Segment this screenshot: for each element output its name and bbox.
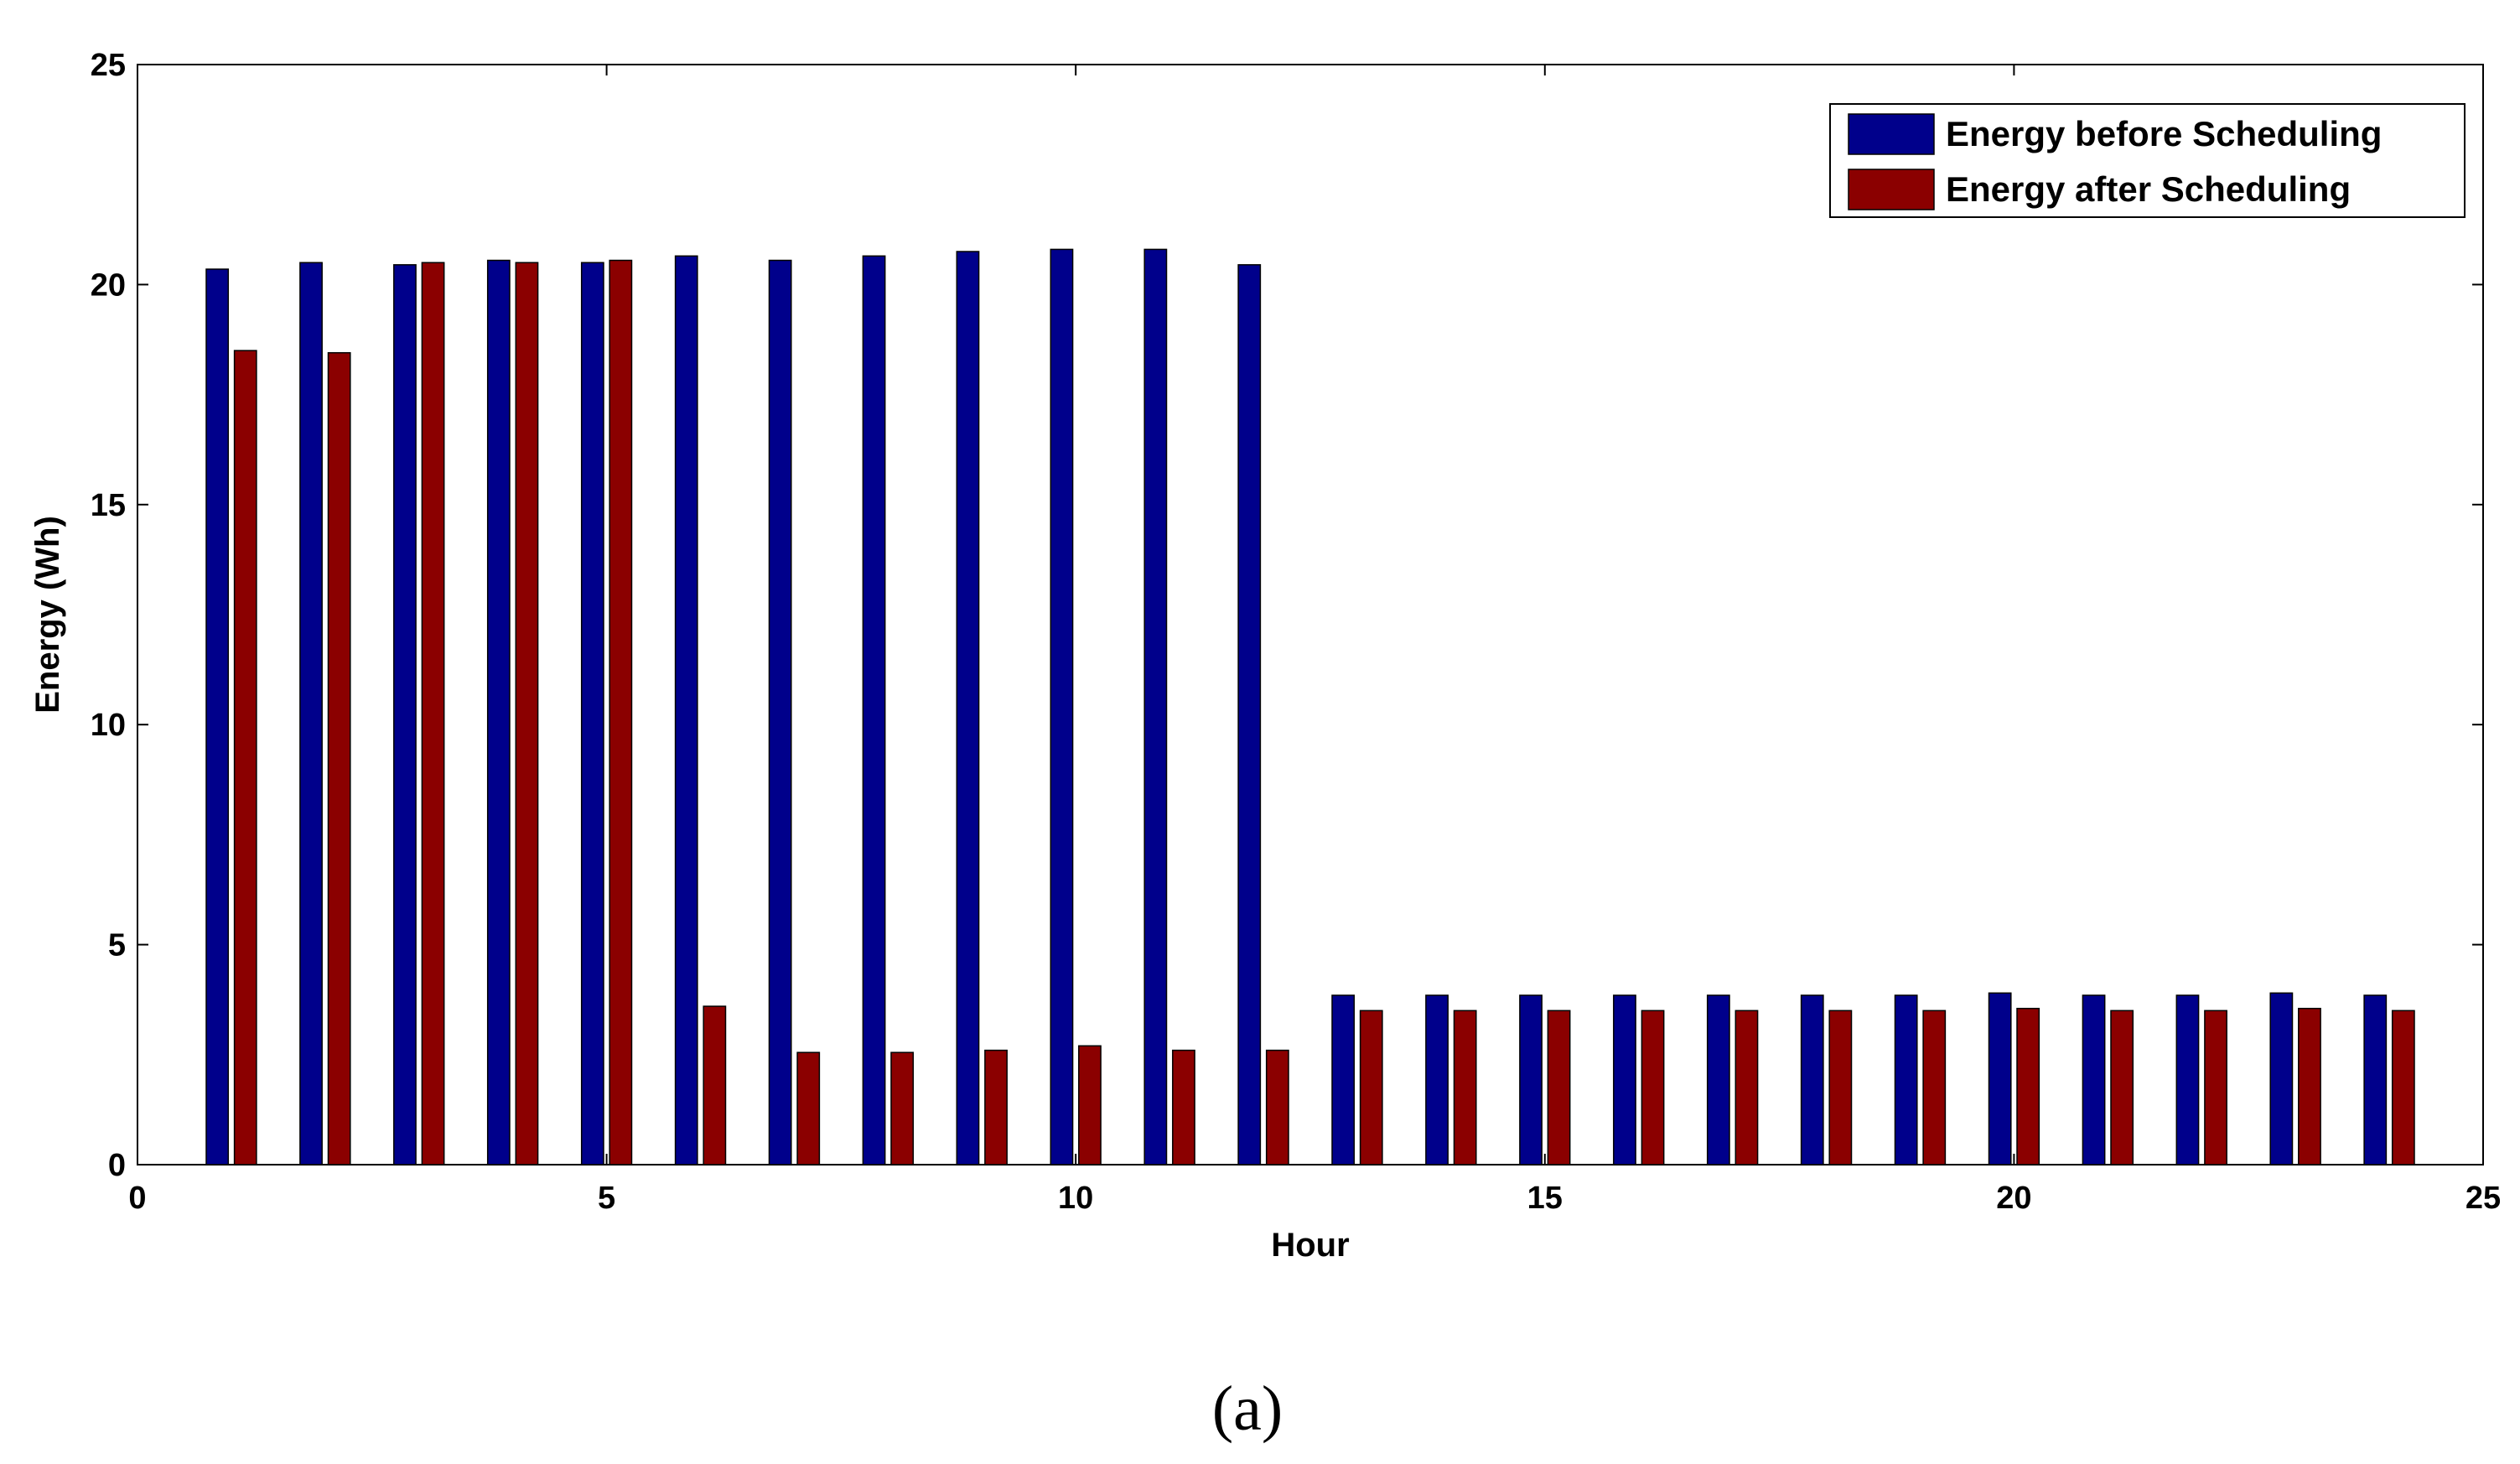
bar-series-2-hour-12: [1265, 1049, 1289, 1165]
bar-series-2-hour-13: [1359, 1010, 1383, 1165]
legend-swatch-2: [1848, 169, 1935, 210]
y-tick-label: 15: [91, 488, 126, 523]
bar-series-1-hour-4: [486, 259, 511, 1165]
bar-series-1-hour-21: [2082, 994, 2106, 1165]
bar-series-1-hour-6: [674, 255, 698, 1165]
bar-series-1-hour-12: [1237, 264, 1262, 1165]
bar-series-2-hour-6: [703, 1005, 727, 1165]
bar-series-2-hour-5: [609, 259, 633, 1165]
bar-series-2-hour-24: [2391, 1010, 2415, 1165]
bar-series-1-hour-7: [768, 259, 792, 1165]
bar-series-1-hour-2: [299, 262, 323, 1165]
bar-series-2-hour-4: [515, 262, 539, 1165]
bar-series-2-hour-7: [796, 1051, 821, 1165]
x-tick-label: 20: [1996, 1181, 2031, 1216]
bar-series-2-hour-11: [1172, 1049, 1195, 1165]
bar-series-2-hour-1: [233, 350, 257, 1165]
x-tick-label: 25: [2466, 1181, 2501, 1216]
x-tick-label: 10: [1058, 1181, 1093, 1216]
bar-series-2-hour-17: [1734, 1010, 1759, 1165]
bar-series-1-hour-18: [1800, 994, 1824, 1165]
bar-series-2-hour-23: [2298, 1007, 2321, 1165]
bar-series-2-hour-21: [2110, 1010, 2134, 1165]
y-tick-label: 20: [91, 267, 126, 303]
bar-series-1-hour-24: [2363, 994, 2388, 1165]
bar-series-2-hour-18: [1828, 1010, 1853, 1165]
plot-area: 0 5 10 15 20 25 0 5 10 15 20 25: [91, 48, 2501, 1216]
bar-series-1-hour-14: [1425, 994, 1449, 1165]
legend-box: [1829, 103, 2466, 218]
bar-series-1-hour-10: [1050, 248, 1074, 1165]
x-tick-label: 5: [598, 1181, 615, 1216]
bar-series-2-hour-20: [2016, 1007, 2040, 1165]
bar-series-2-hour-14: [1453, 1010, 1477, 1165]
bar-series-1-hour-19: [1894, 994, 1918, 1165]
bar-series-2-hour-3: [421, 262, 445, 1165]
bar-series-1-hour-17: [1706, 994, 1730, 1165]
bar-series-1-hour-11: [1143, 248, 1168, 1165]
bar-series-1-hour-5: [580, 262, 604, 1165]
y-tick-label: 25: [91, 48, 126, 83]
bar-series-2-hour-19: [1922, 1010, 1947, 1165]
bar-series-1-hour-23: [2269, 992, 2294, 1165]
bar-series-1-hour-13: [1331, 994, 1356, 1165]
bar-series-1-hour-9: [956, 251, 980, 1165]
bar-series-2-hour-8: [890, 1051, 915, 1165]
plot-frame: [137, 64, 2484, 1165]
bar-series-1-hour-3: [393, 264, 417, 1165]
bar-series-1-hour-15: [1519, 994, 1543, 1165]
bar-series-1-hour-1: [205, 268, 230, 1165]
y-tick-label: 5: [108, 928, 126, 963]
bar-series-1-hour-8: [862, 255, 886, 1165]
x-tick-label: 0: [128, 1181, 146, 1216]
bar-series-2-hour-2: [327, 351, 351, 1165]
legend: Energy before Scheduling Energy after Sch…: [1829, 103, 2466, 218]
legend-swatch-1: [1848, 113, 1935, 155]
bars: [205, 248, 2415, 1165]
bar-series-2-hour-9: [984, 1049, 1008, 1165]
bar-series-1-hour-20: [1988, 992, 2012, 1165]
figure-caption: (a): [1212, 1373, 1283, 1444]
bar-series-2-hour-15: [1547, 1010, 1571, 1165]
x-tick-label: 15: [1527, 1181, 1563, 1216]
x-axis-label: Hour: [1271, 1227, 1349, 1264]
y-tick-label: 10: [91, 708, 126, 743]
ticks: 0 5 10 15 20 25 0 5 10 15 20 25: [91, 48, 2501, 1216]
legend-label-1: Energy before Scheduling: [1946, 114, 2382, 153]
bar-series-1-hour-16: [1613, 994, 1636, 1165]
y-tick-label: 0: [108, 1148, 126, 1183]
legend-label-2: Energy after Scheduling: [1946, 169, 2351, 209]
bar-series-1-hour-22: [2175, 994, 2200, 1165]
bar-series-2-hour-10: [1078, 1045, 1102, 1165]
bar-series-2-hour-22: [2204, 1010, 2227, 1165]
bar-series-2-hour-16: [1641, 1010, 1665, 1165]
y-axis-label: Energy (Wh): [29, 516, 66, 714]
